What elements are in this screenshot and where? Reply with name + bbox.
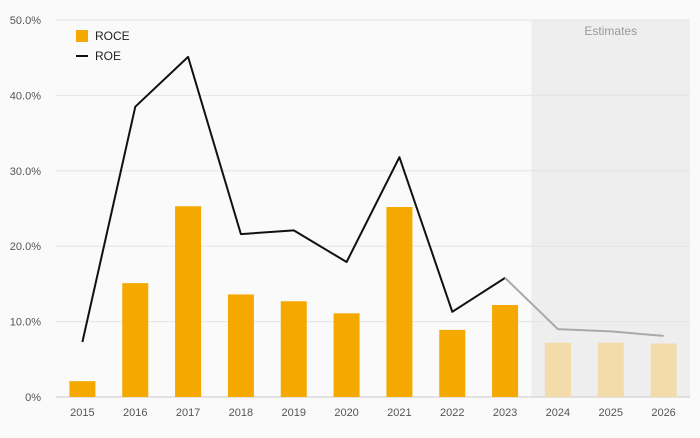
line-roe-estimate	[504, 277, 664, 337]
bar-roce-2026	[650, 343, 677, 397]
bar-roce-2024	[544, 342, 571, 397]
estimates-label: Estimates	[584, 24, 637, 38]
legend: ROCE ROE	[76, 26, 130, 66]
bar-roce-2022	[439, 329, 466, 397]
y-tick-label: 30.0%	[10, 166, 41, 178]
line-roe-actual	[81, 55, 506, 343]
legend-item-roe[interactable]: ROE	[76, 46, 130, 66]
y-tick-label: 20.0%	[10, 241, 41, 253]
x-tick-label-2026: 2026	[651, 407, 675, 419]
y-tick-label: 50.0%	[10, 15, 41, 27]
x-tick-label-2020: 2020	[334, 407, 358, 419]
bar-roce-2025	[597, 342, 624, 397]
bar-roce-2020	[333, 313, 360, 397]
legend-label-roe: ROE	[95, 49, 122, 63]
bar-roce-2015	[69, 381, 96, 397]
estimates-band	[531, 20, 690, 397]
x-tick-label-2016: 2016	[123, 407, 147, 419]
bar-roce-2021	[386, 206, 413, 397]
legend-swatch-roe	[76, 55, 88, 57]
legend-swatch-roce	[76, 30, 88, 42]
x-tick-label-2015: 2015	[70, 407, 94, 419]
x-tick-label-2018: 2018	[229, 407, 253, 419]
x-tick-label-2023: 2023	[493, 407, 517, 419]
bar-roce-2023	[492, 305, 519, 397]
bar-roce-2019	[280, 301, 307, 397]
x-tick-label-2021: 2021	[387, 407, 411, 419]
bar-roce-2018	[227, 294, 254, 397]
x-tick-label-2022: 2022	[440, 407, 464, 419]
y-tick-label: 40.0%	[10, 90, 41, 102]
x-tick-label-2019: 2019	[282, 407, 306, 419]
x-tick-label-2017: 2017	[176, 407, 200, 419]
y-tick-label: 10.0%	[10, 317, 41, 329]
x-tick-label-2024: 2024	[546, 407, 570, 419]
x-tick-label-2025: 2025	[599, 407, 623, 419]
bar-roce-2016	[122, 283, 149, 397]
bar-roce-2017	[175, 206, 202, 397]
y-tick-label: 0%	[25, 392, 41, 404]
legend-item-roce[interactable]: ROCE	[76, 26, 130, 46]
legend-label-roce: ROCE	[95, 29, 130, 43]
